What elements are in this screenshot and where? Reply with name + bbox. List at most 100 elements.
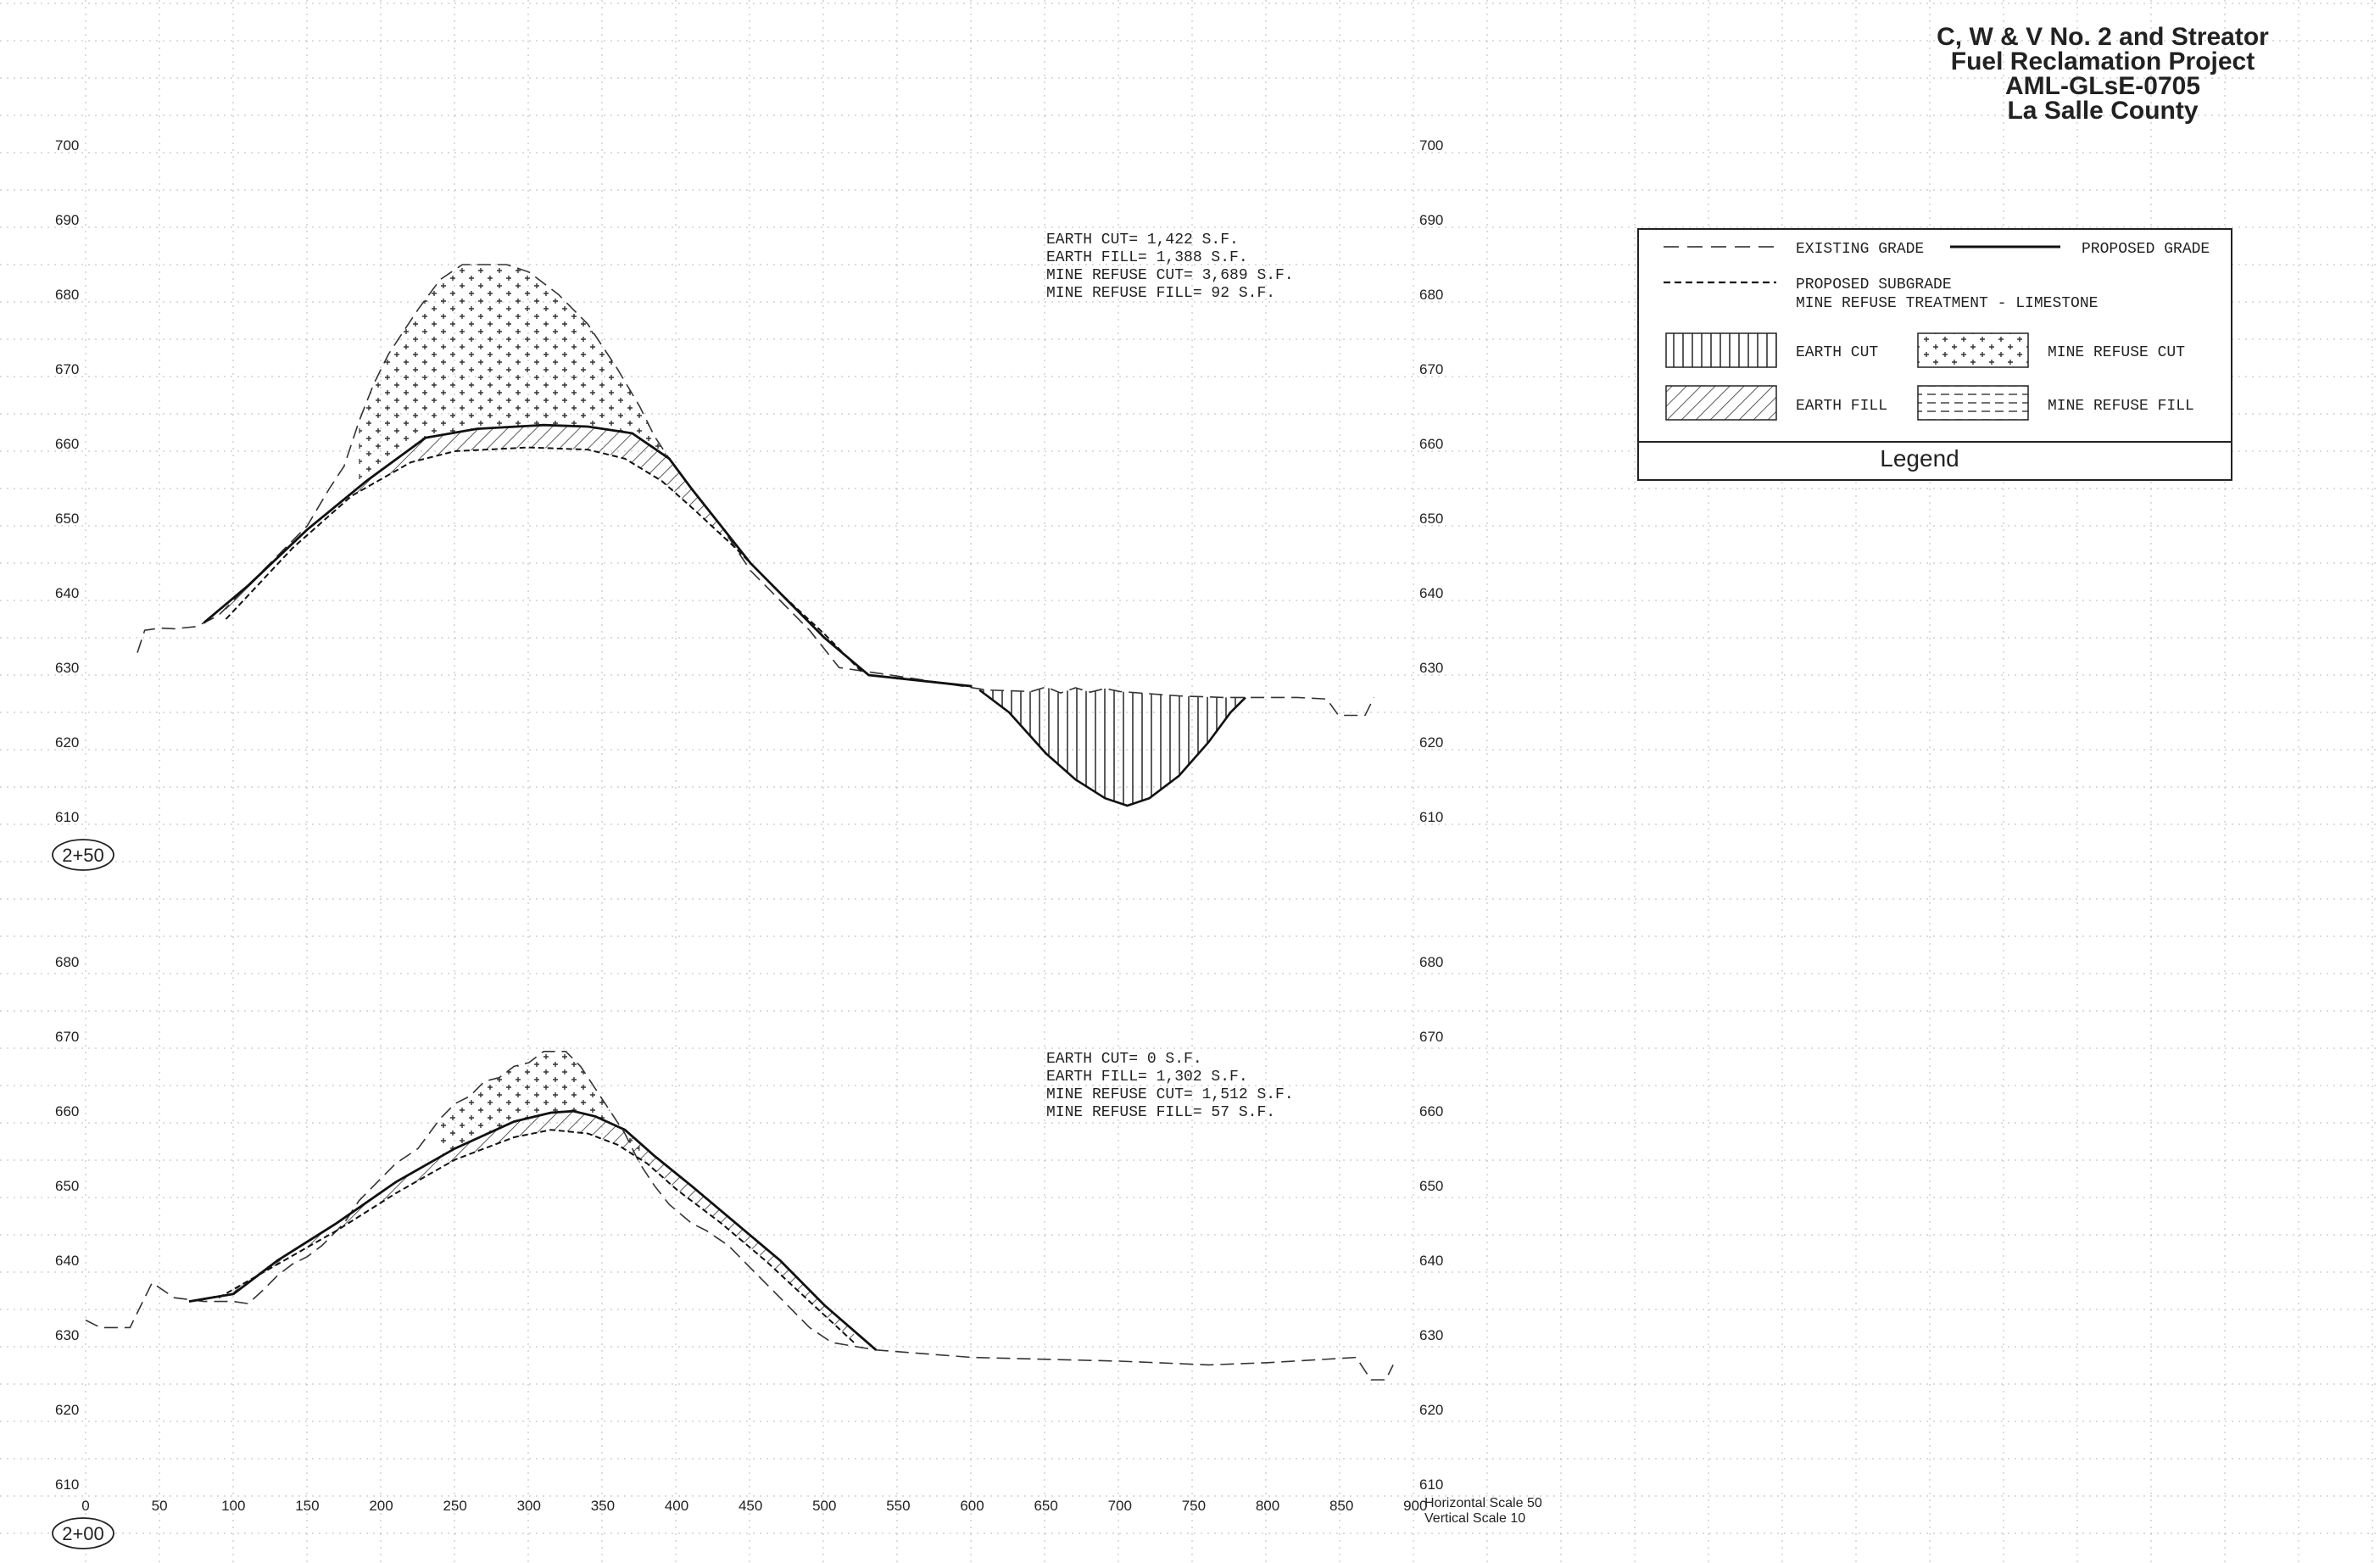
offset-label: 200 <box>369 1498 393 1514</box>
section-2-00-mine-refuse-fill: MINE REFUSE FILL= 57 S.F. <box>1046 1104 1275 1121</box>
offset-label: 300 <box>517 1498 541 1514</box>
elevation-label: 680 <box>55 287 79 303</box>
elevation-label: 620 <box>55 734 79 751</box>
horizontal-scale-label: Horizontal Scale 50 <box>1424 1496 1542 1510</box>
legend-mine-refuse-cut-label: MINE REFUSE CUT <box>2048 344 2185 361</box>
title-block: C, W & V No. 2 and Streator Fuel Reclama… <box>1937 23 2269 125</box>
legend-box: EXISTING GRADE PROPOSED GRADE PROPOSED S… <box>1637 228 2232 481</box>
offset-label: 650 <box>1034 1498 1057 1514</box>
section-2-50-station-label: 2+50 <box>62 845 104 866</box>
elevation-label: 610 <box>1419 1476 1443 1493</box>
elevation-label: 650 <box>1419 1178 1443 1194</box>
legend-caption: Legend <box>1880 445 1959 472</box>
section-2-50-mine-refuse-fill: MINE REFUSE FILL= 92 S.F. <box>1046 285 1275 302</box>
elevation-label: 650 <box>55 1178 79 1194</box>
section-2-00-quantities: EARTH CUT= 0 S.F. EARTH FILL= 1,302 S.F.… <box>1046 1051 1294 1121</box>
offset-label: 0 <box>81 1498 89 1514</box>
elevation-label: 680 <box>1419 287 1443 303</box>
proposed-channel-line <box>978 689 1246 807</box>
offset-label: 150 <box>295 1498 319 1514</box>
title-line-2: Fuel Reclamation Project <box>1951 47 2255 75</box>
legend-mine-refuse-cut-swatch <box>1917 332 2029 368</box>
earth-fill-area <box>218 1111 855 1343</box>
offset-label: 900 <box>1403 1498 1427 1514</box>
offset-label: 850 <box>1329 1498 1353 1514</box>
legend-mine-refuse-fill-label: MINE REFUSE FILL <box>2048 398 2194 415</box>
section-2-00-elevation-labels-left: 680 670 660 650 640 630 620 610 <box>55 954 79 1493</box>
elevation-label: 690 <box>1419 212 1443 228</box>
offset-label: 450 <box>739 1498 762 1514</box>
elevation-label: 640 <box>1419 1253 1443 1269</box>
section-2-00-station-label: 2+00 <box>62 1523 104 1544</box>
elevation-label: 630 <box>55 660 79 676</box>
section-2-00-earth-fill: EARTH FILL= 1,302 S.F. <box>1046 1069 1248 1086</box>
elevation-label: 620 <box>1419 734 1443 751</box>
section-2-00-earth-cut: EARTH CUT= 0 S.F. <box>1046 1051 1202 1068</box>
section-2-50-earth-fill: EARTH FILL= 1,388 S.F. <box>1046 249 1248 266</box>
existing-grade-line <box>137 264 1375 717</box>
offset-label: 250 <box>443 1498 466 1514</box>
offset-label: 700 <box>1108 1498 1132 1514</box>
elevation-label: 670 <box>55 1029 79 1045</box>
legend-existing-grade-label: EXISTING GRADE <box>1796 241 1924 258</box>
legend-proposed-subgrade-label: PROPOSED SUBGRADE <box>1796 276 1952 293</box>
elevation-label: 700 <box>1419 137 1443 154</box>
elevation-label: 670 <box>1419 1029 1443 1045</box>
title-line-4: La Salle County <box>2007 97 2198 125</box>
elevation-label: 670 <box>55 361 79 377</box>
section-2-50-profile <box>137 264 1375 807</box>
elevation-label: 630 <box>55 1327 79 1343</box>
section-2-50-quantities: EARTH CUT= 1,422 S.F. EARTH FILL= 1,388 … <box>1046 232 1294 302</box>
elevation-label: 650 <box>1419 511 1443 527</box>
elevation-label: 620 <box>1419 1402 1443 1418</box>
elevation-label: 660 <box>55 436 79 452</box>
elevation-label: 640 <box>55 1253 79 1269</box>
section-2-50-elevation-labels-right: 700 690 680 670 660 650 640 630 620 610 <box>1419 137 1443 825</box>
legend-earth-cut-swatch <box>1665 332 1777 368</box>
title-line-3: AML-GLsE-0705 <box>2005 72 2200 100</box>
section-2-00-station-bubble <box>52 1517 114 1549</box>
legend-mine-refuse-treatment-label: MINE REFUSE TREATMENT - LIMESTONE <box>1796 295 2098 312</box>
legend-earth-fill-label: EARTH FILL <box>1796 398 1887 415</box>
section-2-00-mine-refuse-cut: MINE REFUSE CUT= 1,512 S.F. <box>1046 1086 1294 1103</box>
elevation-label: 680 <box>1419 954 1443 970</box>
earth-cut-area <box>979 687 1246 806</box>
elevation-label: 630 <box>1419 660 1443 676</box>
offset-label: 600 <box>960 1498 984 1514</box>
section-2-50-elevation-labels-left: 700 690 680 670 660 650 640 630 620 610 <box>55 137 79 825</box>
elevation-label: 660 <box>55 1103 79 1119</box>
offset-label: 50 <box>152 1498 168 1514</box>
offset-label: 500 <box>812 1498 836 1514</box>
section-2-50-earth-cut: EARTH CUT= 1,422 S.F. <box>1046 232 1239 248</box>
elevation-label: 680 <box>55 954 79 970</box>
section-2-50: 700 690 680 670 660 650 640 630 620 610 700 690 680… <box>52 137 1443 871</box>
elevation-label: 640 <box>1419 585 1443 601</box>
proposed-subgrade-line <box>218 1129 855 1343</box>
elevation-label: 630 <box>1419 1327 1443 1343</box>
elevation-label: 670 <box>1419 361 1443 377</box>
legend-proposed-grade-label: PROPOSED GRADE <box>2082 241 2210 258</box>
elevation-label: 610 <box>55 809 79 825</box>
offset-axis-labels: 0 50 100 150 200 250 300 350 400 450 500 550 600 650 7… <box>81 1498 1427 1514</box>
section-2-50-mine-refuse-cut: MINE REFUSE CUT= 3,689 S.F. <box>1046 267 1294 284</box>
proposed-grade-line <box>188 1109 878 1351</box>
offset-label: 750 <box>1182 1498 1206 1514</box>
legend-mine-refuse-fill-swatch <box>1917 385 2029 421</box>
legend-earth-cut-label: EARTH CUT <box>1796 344 1878 361</box>
elevation-label: 610 <box>55 1476 79 1493</box>
offset-label: 800 <box>1256 1498 1279 1514</box>
mine-refuse-cut-area <box>440 1051 640 1164</box>
legend-earth-fill-swatch <box>1665 385 1777 421</box>
elevation-label: 640 <box>55 585 79 601</box>
elevation-label: 620 <box>55 1402 79 1418</box>
section-2-00-elevation-labels-right: 680 670 660 650 640 630 620 610 <box>1419 954 1443 1493</box>
proposed-grade-line <box>203 423 973 688</box>
mine-refuse-cut-area <box>359 265 670 488</box>
vertical-scale-label: Vertical Scale 10 <box>1424 1511 1525 1526</box>
elevation-label: 690 <box>55 212 79 228</box>
elevation-label: 610 <box>1419 809 1443 825</box>
elevation-label: 650 <box>55 511 79 527</box>
offset-label: 100 <box>221 1498 245 1514</box>
